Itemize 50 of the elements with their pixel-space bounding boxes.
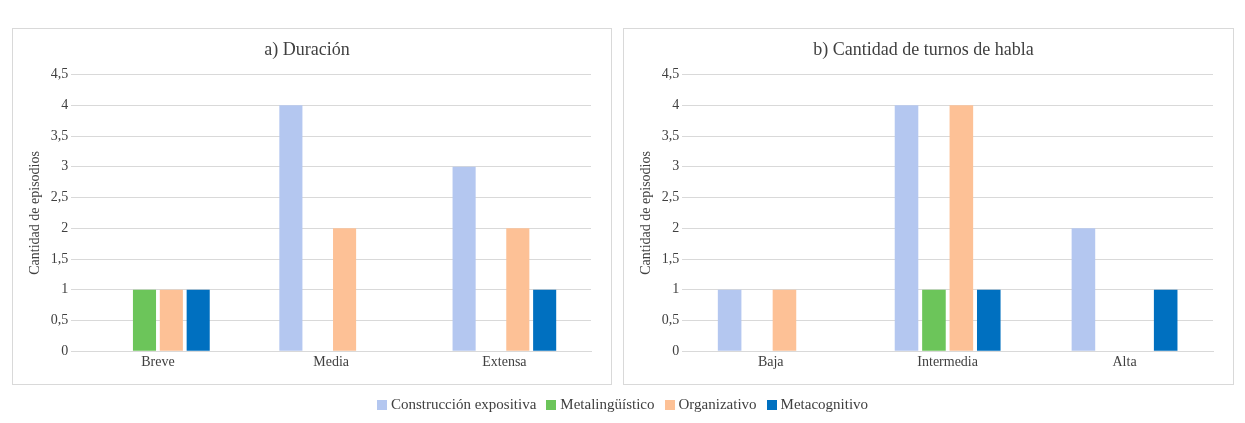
bar	[1153, 289, 1178, 351]
y-tick-label: 4,5	[661, 66, 680, 82]
y-tick-label: 4,5	[50, 66, 69, 82]
legend-label: Metacognitivo	[780, 396, 869, 413]
legend-label: Metalingüístico	[560, 396, 655, 413]
y-tick-label: 2,5	[50, 189, 69, 205]
bar	[159, 289, 183, 351]
bar	[949, 105, 974, 351]
y-tick-label: 0	[61, 342, 69, 358]
x-tick-label: Extensa	[482, 354, 528, 370]
y-tick-label: 1,5	[50, 250, 69, 266]
y-tick-label: 0,5	[50, 312, 69, 328]
bar	[894, 105, 919, 351]
y-tick-label: 1	[61, 281, 69, 297]
x-tick-label: Alta	[1112, 354, 1138, 370]
y-axis-title: Cantidad de episodios	[27, 151, 43, 275]
y-tick-label: 3,5	[661, 127, 680, 143]
bar	[922, 289, 946, 351]
bar	[186, 289, 210, 351]
chart-title: a) Duración	[264, 38, 350, 60]
legend-label: Organizativo	[678, 396, 757, 413]
y-tick-label: 3	[61, 158, 69, 174]
y-tick-label: 4	[672, 97, 680, 113]
y-tick-label: 1,5	[661, 250, 680, 266]
bar	[772, 289, 797, 351]
x-tick-label: Media	[313, 354, 350, 370]
bar	[452, 166, 476, 351]
bar	[279, 105, 303, 351]
x-tick-label: Breve	[141, 354, 175, 370]
x-tick-label: Baja	[757, 354, 785, 370]
chart-title: b) Cantidad de turnos de habla	[813, 38, 1034, 60]
x-tick-label: Intermedia	[917, 354, 979, 370]
bar	[533, 289, 557, 351]
y-tick-label: 2	[672, 219, 680, 235]
y-tick-label: 2,5	[661, 189, 680, 205]
y-tick-label: 4	[61, 97, 69, 113]
y-tick-label: 3	[672, 158, 680, 174]
y-tick-label: 0,5	[661, 312, 680, 328]
bar	[132, 289, 157, 351]
y-axis-title: Cantidad de episodios	[638, 151, 654, 275]
y-tick-label: 2	[61, 219, 69, 235]
bar	[1071, 228, 1096, 351]
y-tick-label: 3,5	[50, 127, 69, 143]
bar	[506, 228, 530, 351]
bar	[333, 228, 357, 351]
y-tick-label: 1	[672, 281, 680, 297]
bar	[976, 289, 1001, 351]
legend-label: Construcción expositiva	[390, 396, 537, 413]
y-tick-label: 0	[672, 342, 680, 358]
bar	[717, 289, 742, 351]
